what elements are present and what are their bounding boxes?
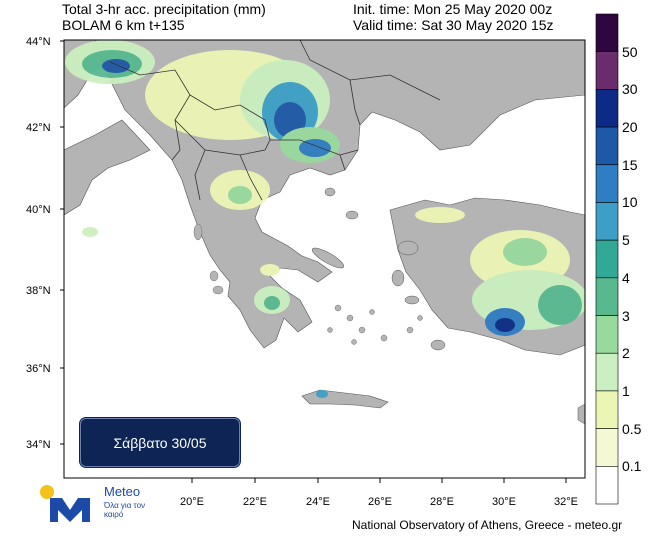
ionian-islands [193,223,224,295]
lat-label-36: 36°N [26,363,51,375]
init-time: Init. time: Mon 25 May 2020 00z [353,1,553,17]
logo-name: Meteo [104,484,141,499]
country-borders [109,40,441,201]
longitude-ticks: 20°E 22°E 24°E 26°E 28°E 30°E 32°E [180,478,578,508]
colorbar-label: 5 [622,232,630,249]
lat-label-42: 42°N [26,122,51,134]
cyclades-islands [327,304,423,345]
lon-label-26: 26°E [368,496,392,508]
colorbar-swatch [595,352,619,392]
lat-label-44: 44°N [26,36,51,48]
colorbar-swatch [595,13,619,52]
model-subtitle: BOLAM 6 km t+135 [62,17,185,33]
precipitation-fields [65,40,585,398]
rhodes-island [430,339,446,351]
colorbar-label: 50 [622,43,638,60]
evia-island [311,247,345,269]
colorbar-swatch [595,239,619,279]
colorbar-swatch [595,164,619,203]
samos-island [404,295,420,305]
colorbar-label: 30 [622,81,638,98]
colorbar-swatch [595,390,619,429]
latitude-ticks: 44°N 42°N 40°N 38°N 36°N 34°N [26,36,64,451]
colorbar-label: 15 [622,156,638,173]
valid-time: Valid time: Sat 30 May 2020 15z [353,17,554,33]
logo-subtitle: Όλα για τον καιρό [104,501,146,519]
colorbar-swatch [595,202,619,241]
colorbar-swatch [595,466,619,505]
lat-label-40: 40°N [26,204,51,216]
date-label: Σάββατο 30/05 [113,434,207,451]
meteo-logo-icon [40,485,90,522]
lat-label-38: 38°N [26,285,51,297]
cyprus-island [577,403,585,425]
colorbar-label: 10 [622,194,638,211]
chios-island [391,269,405,287]
italy-heel [64,119,151,216]
colorbar-label: 4 [622,269,630,286]
colorbar-label: 3 [622,307,630,324]
colorbar-swatch [595,277,619,316]
lon-label-30: 30°E [492,496,516,508]
colorbar-label: 0.5 [622,420,642,437]
lesbos-island [397,240,419,256]
lon-label-24: 24°E [306,496,330,508]
map-title: Total 3-hr acc. precipitation (mm) [62,1,266,17]
colorbar-swatch [595,51,619,90]
lon-label-22: 22°E [243,496,267,508]
colorbar-swatch [595,89,619,128]
colorbar-label: 20 [622,119,638,136]
footer-credit: National Observatory of Athens, Greece -… [352,518,623,532]
meteo-logo: Meteo Όλα για τον καιρό [38,484,158,524]
colorbar-label: 1 [622,382,630,399]
thasos-island [324,187,336,197]
colorbar-swatch [595,126,619,166]
lemnos-island [345,210,359,220]
map-frame [63,39,586,479]
colorbar-swatch [595,315,619,354]
colorbar-label: 2 [622,345,630,362]
date-box: Σάββατο 30/05 [80,418,240,467]
lon-label-32: 32°E [554,496,578,508]
lon-label-20: 20°E [180,496,204,508]
colorbar-label: 0.1 [622,458,642,475]
lat-label-34: 34°N [26,439,51,451]
lon-label-28: 28°E [430,496,454,508]
precipitation-colorbar [595,13,619,505]
colorbar-swatch [595,428,619,467]
